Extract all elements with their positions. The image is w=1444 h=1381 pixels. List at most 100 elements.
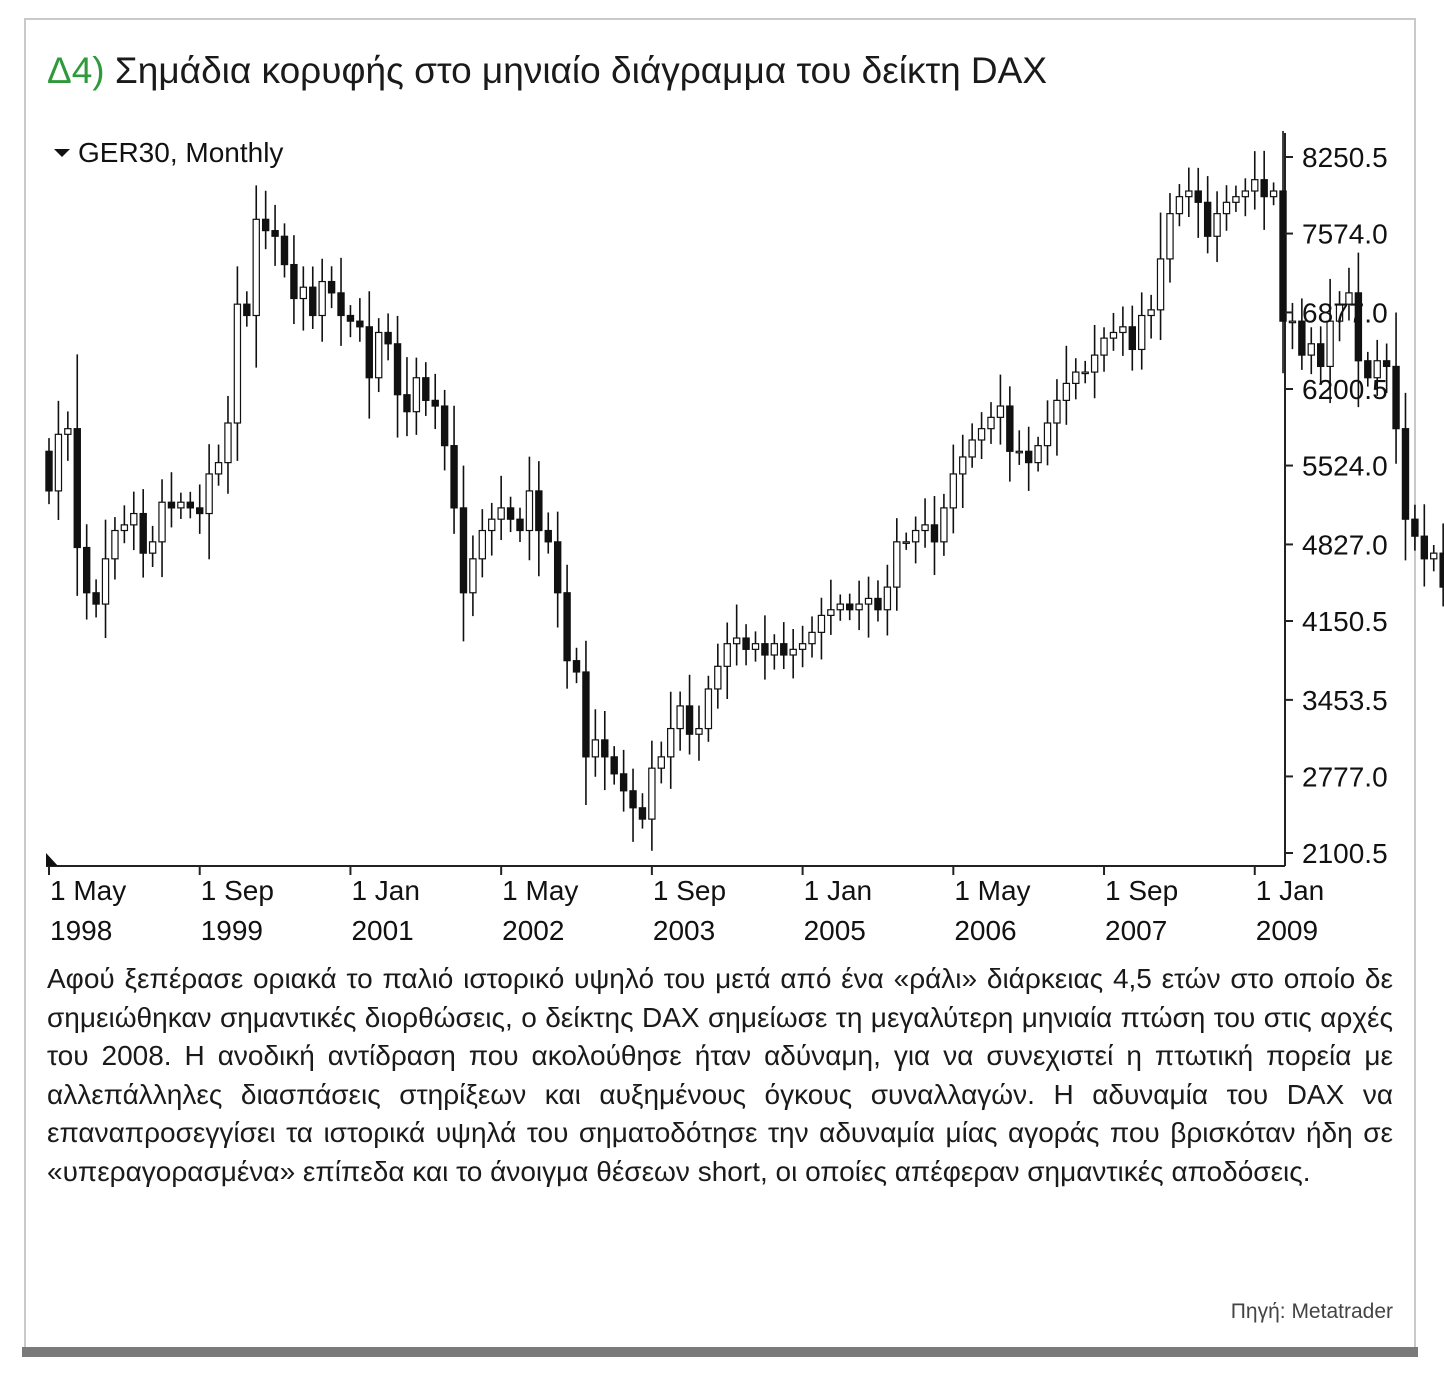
bullish-candle-body xyxy=(1043,422,1052,447)
candle xyxy=(101,519,110,639)
candle xyxy=(845,593,854,621)
bullish-candle-body xyxy=(789,648,797,656)
bullish-candle-body xyxy=(996,405,1005,418)
candle xyxy=(73,354,81,596)
candle xyxy=(488,502,496,556)
bearish-candle-body xyxy=(610,756,618,775)
candle xyxy=(196,484,204,534)
candle xyxy=(723,622,731,699)
x-tick-label: 1 Sep xyxy=(201,875,274,906)
candle xyxy=(252,185,260,368)
x-tick-year: 2005 xyxy=(804,915,866,946)
candle xyxy=(1316,326,1325,384)
candle xyxy=(1335,291,1344,342)
bullish-candle-body xyxy=(864,597,873,605)
bullish-candle-body xyxy=(770,643,779,656)
candle xyxy=(186,491,194,519)
bearish-candle-body xyxy=(1411,518,1419,537)
x-tick-label: 1 May xyxy=(50,875,126,906)
bullish-candle-body xyxy=(1373,360,1381,379)
candle xyxy=(921,498,929,548)
bullish-candle-body xyxy=(667,727,675,758)
y-tick-label: 8250.5 xyxy=(1302,142,1388,173)
bearish-candle-body xyxy=(459,507,468,594)
bullish-candle-body xyxy=(723,643,731,667)
candle xyxy=(582,640,590,805)
bearish-candle-body xyxy=(356,320,364,328)
bullish-candle-body xyxy=(478,529,487,560)
candle xyxy=(243,291,251,327)
y-tick-label: 6200.5 xyxy=(1302,374,1388,405)
candle xyxy=(506,496,515,533)
bearish-candle-body xyxy=(337,292,345,317)
candle xyxy=(139,489,147,578)
candle xyxy=(563,564,571,689)
x-tick-label: 1 Sep xyxy=(653,875,726,906)
candle xyxy=(299,266,308,331)
candle xyxy=(1326,278,1334,404)
candle xyxy=(1307,327,1315,375)
candle xyxy=(1364,351,1372,387)
bullish-candle-body xyxy=(1081,371,1089,375)
candle xyxy=(158,479,166,578)
dax-monthly-chart: GER30, Monthly 8250.5 7574.0 6877.0 6200.5 5… xyxy=(45,131,1444,946)
candle xyxy=(280,223,289,278)
bearish-candle-body xyxy=(1364,360,1372,379)
bearish-candle-body xyxy=(1420,535,1429,560)
bullish-candle-body xyxy=(158,501,166,543)
bearish-candle-body xyxy=(403,394,411,413)
bullish-candle-body xyxy=(1015,450,1023,454)
candle xyxy=(412,357,421,435)
bearish-candle-body xyxy=(271,230,279,237)
bullish-candle-body xyxy=(817,614,826,633)
bearish-candle-body xyxy=(431,399,439,407)
bullish-candle-body xyxy=(1119,326,1127,334)
bullish-candle-body xyxy=(1034,445,1042,464)
candle xyxy=(365,291,373,419)
candle xyxy=(610,746,618,785)
candle xyxy=(657,741,666,784)
candle xyxy=(525,456,534,561)
candle xyxy=(1354,252,1363,408)
bearish-candle-body xyxy=(780,643,788,656)
bearish-candle-body xyxy=(1128,326,1136,351)
bullish-candle-body xyxy=(1251,179,1259,192)
candle xyxy=(1043,400,1052,466)
candle xyxy=(327,266,336,309)
figure-source: Πηγή: Metatrader xyxy=(1230,1300,1393,1323)
candle xyxy=(1279,131,1287,374)
bullish-candle-body xyxy=(695,727,703,735)
candle xyxy=(808,616,816,658)
bullish-candle-body xyxy=(1053,399,1061,424)
bullish-candle-body xyxy=(497,507,505,520)
bullish-candle-body xyxy=(299,286,308,300)
candle xyxy=(798,625,807,668)
bearish-candle-body xyxy=(261,218,270,232)
dropdown-arrow-icon[interactable] xyxy=(54,149,70,157)
candle xyxy=(1053,379,1061,456)
bullish-candle-body xyxy=(798,643,807,650)
candle xyxy=(1392,312,1400,464)
figure-title: Δ4) Σημάδια κορυφής στο μηνιαίο διάγραμμ… xyxy=(47,50,1047,92)
bearish-candle-body xyxy=(1203,201,1212,237)
candle xyxy=(1373,339,1381,396)
candle xyxy=(120,505,129,544)
bearish-candle-body xyxy=(196,507,204,515)
x-tick-year: 2001 xyxy=(351,915,413,946)
candle xyxy=(214,444,223,486)
candle xyxy=(261,190,270,250)
candle xyxy=(1109,312,1118,351)
chart-symbol-label[interactable]: GER30, Monthly xyxy=(78,137,283,168)
y-tick-label: 6877.0 xyxy=(1302,297,1388,328)
bullish-candle-body xyxy=(1345,292,1353,305)
bearish-candle-body xyxy=(572,660,581,673)
candle xyxy=(1166,193,1174,283)
candle xyxy=(205,444,213,560)
x-tick-label: 1 May xyxy=(502,875,578,906)
bearish-candle-body xyxy=(1024,450,1033,464)
bearish-candle-body xyxy=(535,490,543,532)
candle xyxy=(1006,386,1014,482)
candle xyxy=(271,204,279,266)
candle xyxy=(883,564,892,636)
candle xyxy=(949,444,958,534)
